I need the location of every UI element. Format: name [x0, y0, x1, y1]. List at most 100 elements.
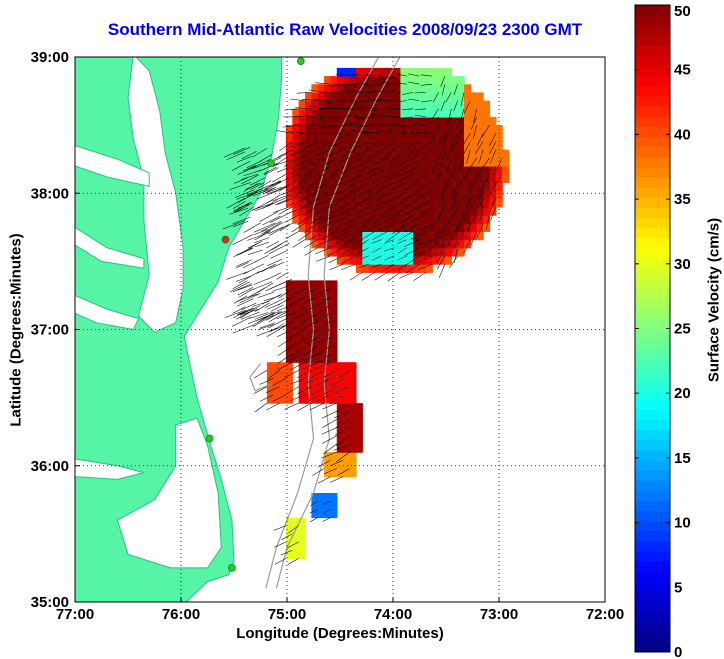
velocity-arrow	[391, 182, 407, 191]
velocity-cell	[489, 116, 497, 126]
velocity-cell	[400, 100, 408, 110]
velocity-arrow	[440, 198, 446, 216]
velocity-arrow	[473, 108, 477, 123]
velocity-cell	[330, 305, 338, 314]
velocity-cell	[292, 280, 300, 290]
velocity-arrow	[463, 239, 471, 254]
velocity-arrow	[433, 174, 439, 191]
velocity-arrow	[229, 182, 252, 190]
velocity-arrow	[453, 190, 458, 208]
velocity-cell	[444, 92, 452, 102]
velocity-cell	[413, 231, 421, 241]
velocity-arrow	[371, 247, 382, 253]
velocity-arrow	[310, 173, 325, 185]
velocity-cell	[432, 149, 440, 159]
velocity-cell	[413, 190, 421, 200]
velocity-cell	[324, 280, 332, 290]
velocity-cell	[285, 198, 293, 208]
velocity-cell	[298, 362, 306, 371]
velocity-cell	[425, 76, 433, 85]
velocity-arrow	[320, 214, 337, 222]
velocity-arrow	[234, 202, 252, 212]
velocity-arrow	[399, 272, 414, 279]
velocity-cell	[285, 157, 293, 167]
velocity-cell	[457, 247, 465, 257]
velocity-cell	[336, 460, 344, 470]
velocity-arrow	[374, 272, 388, 281]
velocity-arrow	[340, 149, 357, 158]
velocity-arrow	[389, 89, 401, 93]
velocity-cell	[432, 67, 440, 77]
velocity-arrow	[277, 329, 293, 338]
velocity-cell	[336, 223, 344, 232]
velocity-cell	[425, 149, 433, 159]
velocity-arrow	[233, 202, 251, 212]
velocity-arrow	[256, 312, 275, 324]
velocity-cell	[330, 157, 338, 167]
velocity-arrow	[378, 190, 395, 198]
velocity-arrow	[235, 204, 250, 213]
velocity-cell	[343, 255, 351, 265]
velocity-arrow	[310, 517, 318, 523]
velocity-cell	[413, 223, 421, 232]
velocity-cell	[285, 329, 293, 339]
velocity-arrow	[314, 337, 331, 344]
velocity-cell	[387, 76, 395, 85]
velocity-arrow	[398, 231, 414, 241]
velocity-cell	[317, 100, 325, 110]
colorbar-segment	[635, 197, 670, 208]
velocity-cell	[381, 198, 389, 208]
velocity-cell	[311, 149, 319, 159]
velocity-arrow	[403, 239, 420, 248]
velocity-arrow	[436, 165, 446, 182]
velocity-cell	[317, 223, 325, 232]
velocity-cell	[355, 435, 363, 445]
velocity-cell	[489, 206, 497, 216]
velocity-cell	[305, 394, 312, 404]
velocity-arrow	[243, 183, 258, 192]
velocity-arrow	[336, 402, 350, 412]
velocity-cell	[444, 76, 452, 85]
velocity-arrow	[291, 304, 306, 316]
velocity-cell	[343, 67, 351, 77]
colorbar-segment	[635, 318, 670, 329]
velocity-arrow	[387, 272, 401, 282]
velocity-cell	[387, 125, 395, 134]
velocity-cell	[425, 125, 433, 134]
velocity-arrow	[322, 500, 331, 505]
velocity-arrow	[402, 116, 414, 119]
velocity-arrow	[277, 361, 293, 371]
velocity-arrow	[417, 247, 433, 258]
velocity-cell	[438, 92, 446, 102]
velocity-cell	[343, 411, 351, 420]
velocity-cell	[317, 231, 325, 241]
velocity-arrow	[492, 165, 497, 181]
velocity-cell	[285, 288, 293, 298]
colorbar-segment	[635, 5, 670, 16]
velocity-arrow	[336, 370, 350, 380]
velocity-arrow	[254, 255, 269, 263]
velocity-arrow	[254, 302, 270, 312]
velocity-arrow	[226, 271, 248, 280]
colorbar-segment	[635, 530, 670, 542]
velocity-arrow	[402, 130, 420, 134]
velocity-arrow	[316, 165, 331, 176]
velocity-cell	[444, 149, 452, 159]
velocity-cell	[317, 206, 325, 216]
velocity-arrow	[329, 378, 344, 388]
velocity-arrow	[302, 206, 318, 215]
velocity-cell	[330, 509, 338, 519]
velocity-arrow	[284, 402, 299, 410]
velocity-cell	[330, 141, 338, 151]
velocity-cell	[330, 116, 338, 126]
velocity-arrow	[453, 149, 458, 167]
colorbar-tick-label: 20	[674, 385, 691, 402]
velocity-cell	[292, 198, 300, 208]
velocity-cell	[375, 264, 382, 273]
inland-water-4	[116, 417, 222, 569]
velocity-cell	[394, 76, 402, 85]
velocity-arrow	[463, 141, 471, 155]
velocity-cell	[476, 157, 484, 167]
station-marker	[205, 434, 214, 443]
velocity-arrow	[253, 278, 269, 285]
